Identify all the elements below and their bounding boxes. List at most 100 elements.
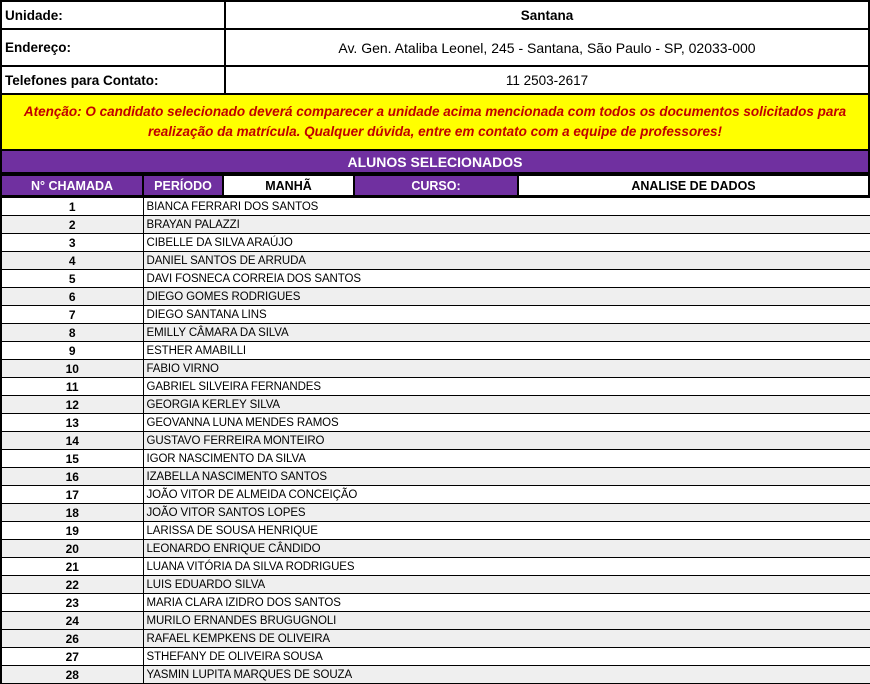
- row-number: 6: [0, 287, 144, 306]
- unidade-label: Unidade:: [0, 0, 226, 30]
- student-name: DANIEL SANTOS DE ARRUDA: [143, 251, 870, 270]
- row-number: 1: [0, 197, 144, 216]
- table-row: 8 EMILLY CÂMARA DA SILVA: [0, 323, 870, 342]
- student-name: RAFAEL KEMPKENS DE OLIVEIRA: [143, 629, 870, 648]
- telefones-value: 11 2503-2617: [224, 65, 870, 95]
- student-name: FABIO VIRNO: [143, 359, 870, 378]
- table-row: 16 IZABELLA NASCIMENTO SANTOS: [0, 467, 870, 486]
- row-number: 20: [0, 539, 144, 558]
- student-name: CIBELLE DA SILVA ARAÚJO: [143, 233, 870, 252]
- header-curso-value: ANALISE DE DADOS: [517, 174, 870, 197]
- table-row: 10 FABIO VIRNO: [0, 359, 870, 378]
- students-body: 1 BIANCA FERRARI DOS SANTOS 2 BRAYAN PAL…: [0, 197, 870, 684]
- row-number: 24: [0, 611, 144, 630]
- row-number: 23: [0, 593, 144, 612]
- row-number: 8: [0, 323, 144, 342]
- header-periodo: PERÍODO: [142, 174, 224, 197]
- table-row: 13 GEOVANNA LUNA MENDES RAMOS: [0, 413, 870, 432]
- row-number: 14: [0, 431, 144, 450]
- table-row: 23 MARIA CLARA IZIDRO DOS SANTOS: [0, 593, 870, 612]
- row-number: 22: [0, 575, 144, 594]
- student-name: GUSTAVO FERREIRA MONTEIRO: [143, 431, 870, 450]
- table-row: 12 GEORGIA KERLEY SILVA: [0, 395, 870, 414]
- student-name: IGOR NASCIMENTO DA SILVA: [143, 449, 870, 468]
- table-row: 3 CIBELLE DA SILVA ARAÚJO: [0, 233, 870, 252]
- row-number: 5: [0, 269, 144, 288]
- student-name: JOÃO VITOR SANTOS LOPES: [143, 503, 870, 522]
- student-name: STHEFANY DE OLIVEIRA SOUSA: [143, 647, 870, 666]
- unidade-row: Unidade: Santana: [0, 0, 870, 30]
- student-name: GEOVANNA LUNA MENDES RAMOS: [143, 413, 870, 432]
- table-subheader: N° CHAMADA PERÍODO MANHÃ CURSO: ANALISE …: [0, 174, 870, 197]
- table-row: 5 DAVI FOSNECA CORREIA DOS SANTOS: [0, 269, 870, 288]
- row-number: 19: [0, 521, 144, 540]
- student-name: IZABELLA NASCIMENTO SANTOS: [143, 467, 870, 486]
- students-table: 1 BIANCA FERRARI DOS SANTOS 2 BRAYAN PAL…: [0, 197, 870, 684]
- warning-text: Atenção: O candidato selecionado deverá …: [23, 104, 847, 139]
- student-name: DIEGO SANTANA LINS: [143, 305, 870, 324]
- section-title-bar: ALUNOS SELECIONADOS: [0, 151, 870, 174]
- table-row: 27 STHEFANY DE OLIVEIRA SOUSA: [0, 647, 870, 666]
- header-chamada: N° CHAMADA: [0, 174, 144, 197]
- table-row: 11 GABRIEL SILVEIRA FERNANDES: [0, 377, 870, 396]
- student-name: BRAYAN PALAZZI: [143, 215, 870, 234]
- student-name: GABRIEL SILVEIRA FERNANDES: [143, 377, 870, 396]
- row-number: 26: [0, 629, 144, 648]
- row-number: 11: [0, 377, 144, 396]
- student-name: LEONARDO ENRIQUE CÂNDIDO: [143, 539, 870, 558]
- header-curso: CURSO:: [353, 174, 519, 197]
- row-number: 15: [0, 449, 144, 468]
- table-row: 19 LARISSA DE SOUSA HENRIQUE: [0, 521, 870, 540]
- student-name: MURILO ERNANDES BRUGUGNOLI: [143, 611, 870, 630]
- row-number: 28: [0, 665, 144, 684]
- row-number: 2: [0, 215, 144, 234]
- table-row: 15 IGOR NASCIMENTO DA SILVA: [0, 449, 870, 468]
- table-row: 14 GUSTAVO FERREIRA MONTEIRO: [0, 431, 870, 450]
- table-row: 22 LUIS EDUARDO SILVA: [0, 575, 870, 594]
- row-number: 16: [0, 467, 144, 486]
- table-row: 21 LUANA VITÓRIA DA SILVA RODRIGUES: [0, 557, 870, 576]
- row-number: 3: [0, 233, 144, 252]
- section-title: ALUNOS SELECIONADOS: [347, 153, 523, 170]
- unidade-value: Santana: [224, 0, 870, 30]
- unit-info-table: Unidade: Santana Endereço: Av. Gen. Atal…: [0, 0, 870, 95]
- table-row: 20 LEONARDO ENRIQUE CÂNDIDO: [0, 539, 870, 558]
- row-number: 12: [0, 395, 144, 414]
- student-name: MARIA CLARA IZIDRO DOS SANTOS: [143, 593, 870, 612]
- row-number: 18: [0, 503, 144, 522]
- header-periodo-value: MANHÃ: [222, 174, 355, 197]
- student-name: GEORGIA KERLEY SILVA: [143, 395, 870, 414]
- endereco-row: Endereço: Av. Gen. Ataliba Leonel, 245 -…: [0, 28, 870, 67]
- student-name: YASMIN LUPITA MARQUES DE SOUZA: [143, 665, 870, 684]
- student-name: DIEGO GOMES RODRIGUES: [143, 287, 870, 306]
- table-row: 18 JOÃO VITOR SANTOS LOPES: [0, 503, 870, 522]
- endereco-value: Av. Gen. Ataliba Leonel, 245 - Santana, …: [224, 28, 870, 67]
- row-number: 10: [0, 359, 144, 378]
- student-name: LARISSA DE SOUSA HENRIQUE: [143, 521, 870, 540]
- table-row: 1 BIANCA FERRARI DOS SANTOS: [0, 197, 870, 216]
- table-row: 4 DANIEL SANTOS DE ARRUDA: [0, 251, 870, 270]
- endereco-label: Endereço:: [0, 28, 226, 67]
- row-number: 27: [0, 647, 144, 666]
- telefones-row: Telefones para Contato: 11 2503-2617: [0, 65, 870, 95]
- table-row: 2 BRAYAN PALAZZI: [0, 215, 870, 234]
- row-number: 7: [0, 305, 144, 324]
- student-name: DAVI FOSNECA CORREIA DOS SANTOS: [143, 269, 870, 288]
- table-row: 7 DIEGO SANTANA LINS: [0, 305, 870, 324]
- student-name: JOÃO VITOR DE ALMEIDA CONCEIÇÃO: [143, 485, 870, 504]
- warning-banner: Atenção: O candidato selecionado deverá …: [0, 95, 870, 151]
- student-name: EMILLY CÂMARA DA SILVA: [143, 323, 870, 342]
- table-row: 6 DIEGO GOMES RODRIGUES: [0, 287, 870, 306]
- student-name: ESTHER AMABILLI: [143, 341, 870, 360]
- table-row: 17 JOÃO VITOR DE ALMEIDA CONCEIÇÃO: [0, 485, 870, 504]
- student-name: LUANA VITÓRIA DA SILVA RODRIGUES: [143, 557, 870, 576]
- telefones-label: Telefones para Contato:: [0, 65, 226, 95]
- table-row: 24 MURILO ERNANDES BRUGUGNOLI: [0, 611, 870, 630]
- row-number: 4: [0, 251, 144, 270]
- student-name: LUIS EDUARDO SILVA: [143, 575, 870, 594]
- row-number: 17: [0, 485, 144, 504]
- table-row: 26 RAFAEL KEMPKENS DE OLIVEIRA: [0, 629, 870, 648]
- row-number: 9: [0, 341, 144, 360]
- table-row: 28 YASMIN LUPITA MARQUES DE SOUZA: [0, 665, 870, 684]
